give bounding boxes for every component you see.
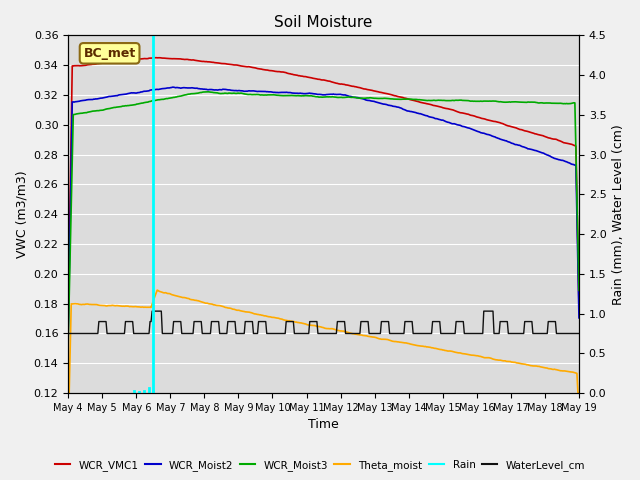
WCR_Moist2 [311,91,319,96]
Theta_moist [342,329,349,335]
WCR_VMC1 [484,117,492,123]
Theta_moist [64,390,72,396]
Title: Soil Moisture: Soil Moisture [275,15,372,30]
WCR_Moist2 [575,315,583,321]
WaterLevel_cm [64,331,72,336]
Line: Theta_moist: Theta_moist [68,290,579,393]
Theta_moist [575,390,583,396]
WCR_VMC1 [152,55,160,60]
WCR_Moist3 [369,95,377,101]
Theta_moist [369,334,377,340]
WCR_Moist2 [64,334,72,340]
Line: WCR_Moist2: WCR_Moist2 [68,87,579,337]
WaterLevel_cm [342,331,349,336]
WCR_Moist3 [484,98,492,104]
WCR_Moist2 [484,132,492,137]
WaterLevel_cm [308,319,316,324]
Y-axis label: Rain (mm), Water Level (cm): Rain (mm), Water Level (cm) [612,124,625,305]
WCR_Moist3 [575,288,583,293]
WCR_VMC1 [342,82,349,88]
WCR_Moist2 [369,98,377,104]
WCR_Moist3 [342,95,349,100]
Text: BC_met: BC_met [83,47,136,60]
Theta_moist [154,287,161,293]
WCR_Moist2 [564,159,572,165]
Theta_moist [311,323,319,328]
WCR_Moist2 [308,91,316,96]
WCR_Moist3 [308,93,316,99]
Line: WaterLevel_cm: WaterLevel_cm [68,311,579,334]
WCR_Moist2 [169,84,177,90]
Line: WCR_Moist3: WCR_Moist3 [68,92,579,344]
X-axis label: Time: Time [308,419,339,432]
WCR_Moist3 [205,89,212,95]
WaterLevel_cm [369,331,377,336]
Theta_moist [564,369,572,374]
WaterLevel_cm [575,331,583,336]
Y-axis label: VWC (m3/m3): VWC (m3/m3) [15,170,28,258]
Line: WCR_VMC1: WCR_VMC1 [68,58,579,319]
WCR_Moist3 [64,341,72,347]
WCR_Moist3 [564,101,572,107]
WaterLevel_cm [311,319,319,324]
Legend: WCR_VMC1, WCR_Moist2, WCR_Moist3, Theta_moist, Rain, WaterLevel_cm: WCR_VMC1, WCR_Moist2, WCR_Moist3, Theta_… [51,456,589,475]
WCR_VMC1 [308,75,316,81]
Theta_moist [308,323,316,328]
WCR_Moist3 [311,94,319,99]
WaterLevel_cm [484,308,492,314]
WCR_VMC1 [64,316,72,322]
WCR_VMC1 [575,303,583,309]
WaterLevel_cm [564,331,572,336]
WCR_VMC1 [311,76,319,82]
WCR_VMC1 [369,88,377,94]
Theta_moist [484,355,492,360]
WCR_Moist2 [342,92,349,98]
WaterLevel_cm [148,308,156,314]
WCR_VMC1 [564,141,572,146]
